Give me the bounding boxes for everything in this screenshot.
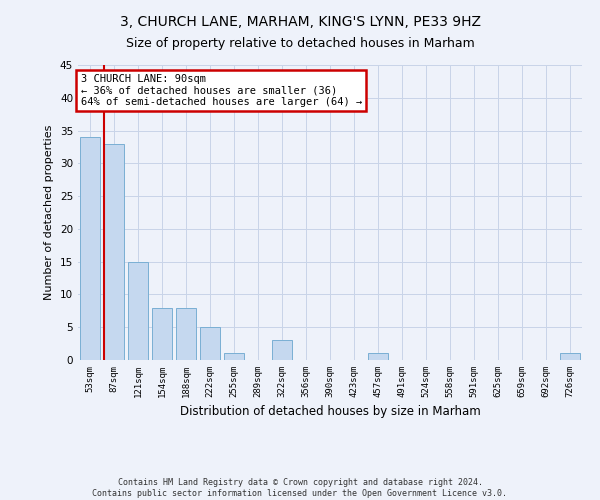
Bar <box>80 137 100 360</box>
Bar <box>368 354 388 360</box>
Text: 3 CHURCH LANE: 90sqm
← 36% of detached houses are smaller (36)
64% of semi-detac: 3 CHURCH LANE: 90sqm ← 36% of detached h… <box>80 74 362 107</box>
Text: Size of property relative to detached houses in Marham: Size of property relative to detached ho… <box>125 38 475 51</box>
Bar <box>128 262 148 360</box>
Text: Contains HM Land Registry data © Crown copyright and database right 2024.
Contai: Contains HM Land Registry data © Crown c… <box>92 478 508 498</box>
Bar <box>152 308 172 360</box>
Bar <box>224 354 244 360</box>
Bar <box>200 327 220 360</box>
Y-axis label: Number of detached properties: Number of detached properties <box>44 125 55 300</box>
X-axis label: Distribution of detached houses by size in Marham: Distribution of detached houses by size … <box>179 406 481 418</box>
Bar <box>104 144 124 360</box>
Bar <box>272 340 292 360</box>
Bar <box>176 308 196 360</box>
Bar <box>560 354 580 360</box>
Text: 3, CHURCH LANE, MARHAM, KING'S LYNN, PE33 9HZ: 3, CHURCH LANE, MARHAM, KING'S LYNN, PE3… <box>119 15 481 29</box>
